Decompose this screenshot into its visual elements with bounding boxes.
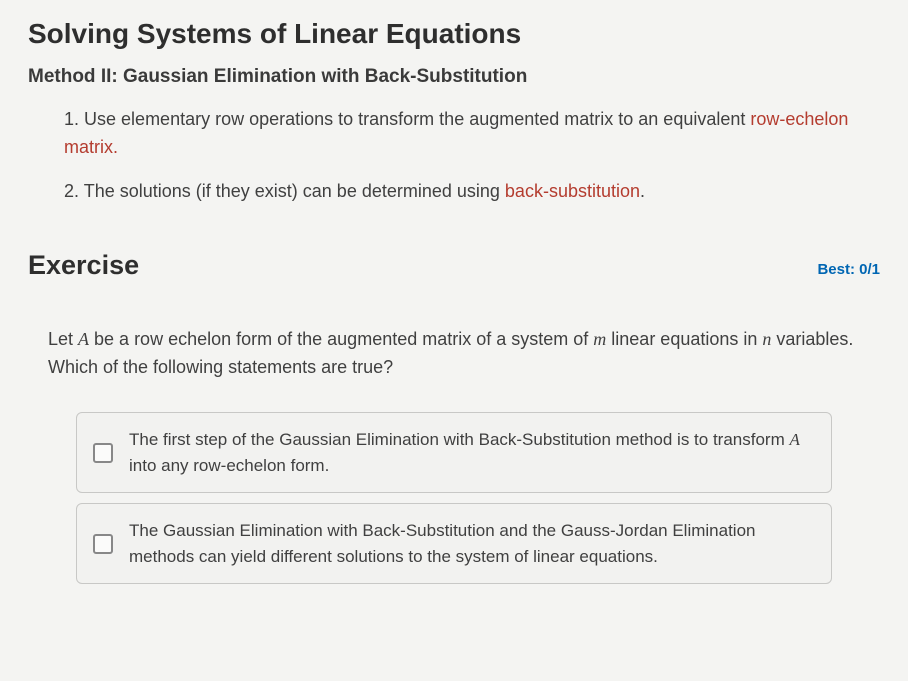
step-text-pre: The solutions (if they exist) can be det…: [84, 181, 505, 201]
step-text-post: .: [640, 181, 645, 201]
q-seg1: Let: [48, 329, 78, 349]
step-2: 2. The solutions (if they exist) can be …: [64, 178, 880, 206]
checkbox-icon[interactable]: [93, 534, 113, 554]
q-seg3: linear equations in: [606, 329, 762, 349]
method-subtitle: Method II: Gaussian Elimination with Bac…: [28, 66, 880, 88]
opt1-seg1: The first step of the Gaussian Eliminati…: [129, 430, 789, 449]
step-1: 1. Use elementary row operations to tran…: [64, 106, 880, 162]
q-var-A: A: [78, 329, 89, 349]
q-var-m: m: [593, 329, 606, 349]
option-1-text: The first step of the Gaussian Eliminati…: [129, 427, 813, 478]
opt2-seg1: The Gaussian Elimination with Back-Subst…: [129, 521, 756, 566]
option-2-text: The Gaussian Elimination with Back-Subst…: [129, 518, 813, 569]
opt1-seg2: into any row-echelon form.: [129, 456, 329, 475]
page-title: Solving Systems of Linear Equations: [28, 18, 880, 50]
opt1-var-A: A: [789, 430, 799, 449]
options-list: The first step of the Gaussian Eliminati…: [76, 412, 832, 584]
checkbox-icon[interactable]: [93, 443, 113, 463]
keyword-back-substitution: back-substitution: [505, 181, 640, 201]
step-number: 1.: [64, 109, 79, 129]
steps-list: 1. Use elementary row operations to tran…: [28, 106, 880, 206]
q-seg2: be a row echelon form of the augmented m…: [89, 329, 593, 349]
option-2[interactable]: The Gaussian Elimination with Back-Subst…: [76, 503, 832, 584]
option-1[interactable]: The first step of the Gaussian Eliminati…: [76, 412, 832, 493]
step-number: 2.: [64, 181, 79, 201]
exercise-header: Exercise Best: 0/1: [28, 250, 880, 281]
question-text: Let A be a row echelon form of the augme…: [48, 325, 860, 383]
best-score-label: Best: 0/1: [817, 261, 880, 278]
exercise-title: Exercise: [28, 250, 139, 281]
step-text-pre: Use elementary row operations to transfo…: [84, 109, 750, 129]
